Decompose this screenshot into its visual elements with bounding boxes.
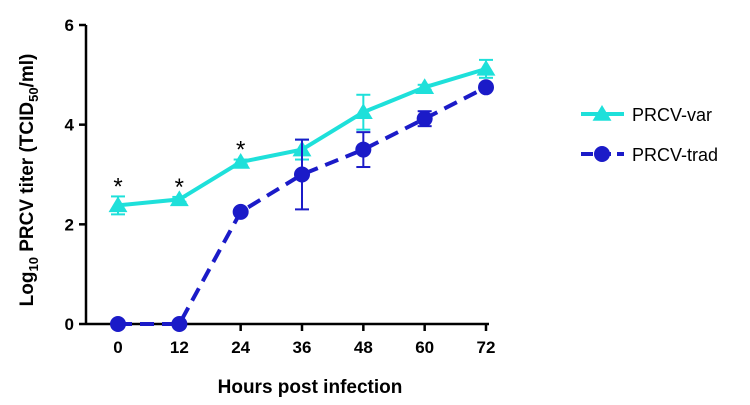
- data-point-circle: [171, 316, 188, 332]
- data-point-circle: [355, 141, 372, 158]
- plot-area: * * *: [108, 58, 496, 332]
- x-tick-label: 60: [415, 338, 434, 357]
- data-point-triangle: [415, 78, 435, 95]
- x-tick-label: 24: [231, 338, 250, 357]
- legend-label: PRCV-trad: [632, 145, 718, 165]
- data-point-triangle: [169, 190, 189, 207]
- data-point-triangle: [108, 196, 128, 213]
- y-axis-title-middle: PRCV titer (TCID: [17, 102, 38, 257]
- series-prcv-trad: [110, 79, 494, 332]
- significance-annotation: *: [113, 173, 122, 200]
- x-tick-label: 12: [170, 338, 189, 357]
- legend: PRCV-var PRCV-trad: [581, 105, 718, 165]
- y-tick-label: 4: [65, 116, 75, 135]
- x-tick-label: 48: [354, 338, 373, 357]
- y-tick-label: 2: [65, 215, 74, 234]
- data-point-triangle: [476, 59, 496, 76]
- y-axis-title-prefix-sub: 10: [26, 257, 41, 271]
- data-point-circle: [110, 316, 126, 332]
- legend-label: PRCV-var: [632, 105, 712, 125]
- y-axis-title-middle-sub: 50: [26, 87, 41, 101]
- x-tick-label: 72: [477, 338, 496, 357]
- y-axis-title: Log10 PRCV titer (TCID50/ml): [17, 54, 41, 307]
- y-axis-title-suffix: /ml): [17, 54, 38, 88]
- data-point-circle: [416, 110, 433, 127]
- legend-item-prcv-var: PRCV-var: [581, 105, 712, 125]
- significance-annotation: *: [175, 174, 184, 201]
- y-tick-label: 6: [65, 16, 74, 35]
- legend-marker-triangle: [592, 105, 612, 121]
- data-point-circle: [478, 79, 494, 96]
- y-tick-label: 0: [65, 315, 74, 334]
- significance-annotation: *: [236, 137, 245, 164]
- x-tick-label: 0: [113, 338, 122, 357]
- legend-item-prcv-trad: PRCV-trad: [581, 145, 718, 165]
- legend-marker-circle: [594, 146, 610, 162]
- data-point-triangle: [231, 153, 251, 169]
- x-tick-label: 36: [293, 338, 312, 357]
- data-point-circle: [232, 203, 249, 220]
- y-axis-title-prefix: Log: [17, 272, 38, 307]
- data-point-triangle: [353, 103, 373, 119]
- data-point-circle: [294, 166, 310, 183]
- x-axis-title: Hours post infection: [218, 377, 403, 398]
